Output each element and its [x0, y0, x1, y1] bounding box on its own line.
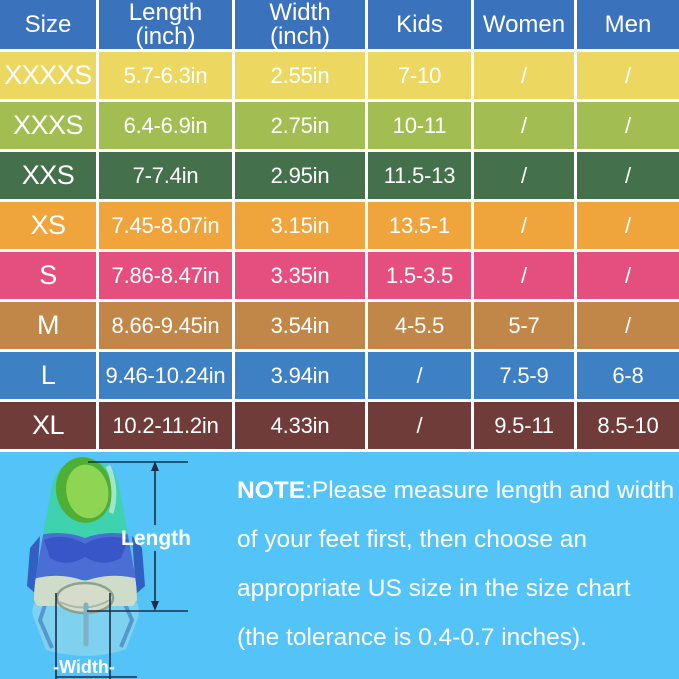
cell-length: 7.86-8.47in — [99, 252, 232, 299]
cell-length: 5.7-6.3in — [99, 52, 232, 99]
table-row-l: L 9.46-10.24in 3.94in / 7.5-9 6-8 — [0, 352, 679, 399]
note-line-1: NOTE:Please measure length and width — [237, 466, 675, 515]
cell-width: 3.54in — [235, 302, 365, 349]
table-row-xs: XS 7.45-8.07in 3.15in 13.5-1 / / — [0, 202, 679, 249]
cell-size: XS — [0, 202, 96, 249]
fin-diagram: Length -Width- — [27, 457, 191, 679]
cell-kids: 1.5-3.5 — [368, 252, 471, 299]
cell-size: XL — [0, 402, 96, 449]
cell-width: 3.35in — [235, 252, 365, 299]
cell-men: 6-8 — [577, 352, 679, 399]
cell-men: / — [577, 102, 679, 149]
cell-length: 7.45-8.07in — [99, 202, 232, 249]
note-line-1-rest: :Please measure length and width — [305, 477, 675, 504]
cell-length: 8.66-9.45in — [99, 302, 232, 349]
cell-women: 5-7 — [474, 302, 574, 349]
cell-kids: 4-5.5 — [368, 302, 471, 349]
length-label: Length — [121, 527, 191, 550]
note-line-3: appropriate US size in the size chart — [237, 575, 631, 602]
cell-women: / — [474, 252, 574, 299]
cell-men: / — [577, 252, 679, 299]
table-row-xl: XL 10.2-11.2in 4.33in / 9.5-11 8.5-10 — [0, 402, 679, 449]
note-line-2: of your feet first, then choose an — [237, 526, 588, 553]
cell-women: / — [474, 152, 574, 199]
table-row-xxxs: XXXS 6.4-6.9in 2.75in 10-11 / / — [0, 102, 679, 149]
fin-band-pattern — [44, 536, 128, 563]
cell-length: 7-7.4in — [99, 152, 232, 199]
cell-length: 9.46-10.24in — [99, 352, 232, 399]
table-header-row: Size Length (inch) Width (inch) Kids Wom… — [0, 0, 679, 49]
cell-width: 3.15in — [235, 202, 365, 249]
cell-length: 6.4-6.9in — [99, 102, 232, 149]
table-row-m: M 8.66-9.45in 3.54in 4-5.5 5-7 / — [0, 302, 679, 349]
cell-kids: 10-11 — [368, 102, 471, 149]
cell-women: 9.5-11 — [474, 402, 574, 449]
cell-width: 4.33in — [235, 402, 365, 449]
cell-size: L — [0, 352, 96, 399]
header-women: Women — [474, 0, 574, 49]
cell-size: XXS — [0, 152, 96, 199]
cell-width: 2.95in — [235, 152, 365, 199]
table-row-xxs: XXS 7-7.4in 2.95in 11.5-13 / / — [0, 152, 679, 199]
note-text: NOTE:Please measure length and width of … — [237, 466, 675, 662]
table-row-s: S 7.86-8.47in 3.35in 1.5-3.5 / / — [0, 252, 679, 299]
header-kids: Kids — [368, 0, 471, 49]
cell-women: 7.5-9 — [474, 352, 574, 399]
note-heading: NOTE — [237, 477, 306, 504]
header-length: Length (inch) — [99, 0, 232, 49]
note-section: Length -Width- NOTE:Please measure lengt… — [0, 452, 679, 679]
cell-men: 8.5-10 — [577, 402, 679, 449]
cell-kids: 11.5-13 — [368, 152, 471, 199]
table-row-xxxxs: XXXXS 5.7-6.3in 2.55in 7-10 / / — [0, 52, 679, 99]
width-label: -Width- — [53, 657, 115, 677]
cell-women: / — [474, 102, 574, 149]
cell-kids: / — [368, 402, 471, 449]
cell-men: / — [577, 202, 679, 249]
toe-pocket — [55, 457, 113, 523]
cell-size: S — [0, 252, 96, 299]
cell-size: XXXXS — [0, 52, 96, 99]
cell-size: XXXS — [0, 102, 96, 149]
cell-width: 2.75in — [235, 102, 365, 149]
cell-length: 10.2-11.2in — [99, 402, 232, 449]
header-width: Width (inch) — [235, 0, 365, 49]
cell-size: M — [0, 302, 96, 349]
cell-women: / — [474, 202, 574, 249]
header-size: Size — [0, 0, 96, 49]
size-chart-table: Size Length (inch) Width (inch) Kids Wom… — [0, 0, 679, 449]
cell-width: 2.55in — [235, 52, 365, 99]
cell-width: 3.94in — [235, 352, 365, 399]
note-line-4: (the tolerance is 0.4-0.7 inches). — [237, 624, 587, 651]
cell-men: / — [577, 302, 679, 349]
cell-men: / — [577, 152, 679, 199]
blade-left-rail — [37, 601, 54, 649]
cell-kids: 13.5-1 — [368, 202, 471, 249]
cell-kids: 7-10 — [368, 52, 471, 99]
toe-rim-highlight — [105, 464, 117, 514]
header-men: Men — [577, 0, 679, 49]
blade-right-rail — [119, 601, 135, 648]
cell-men: / — [577, 52, 679, 99]
cell-kids: / — [368, 352, 471, 399]
measurement-lines — [55, 461, 188, 679]
cell-women: / — [474, 52, 574, 99]
